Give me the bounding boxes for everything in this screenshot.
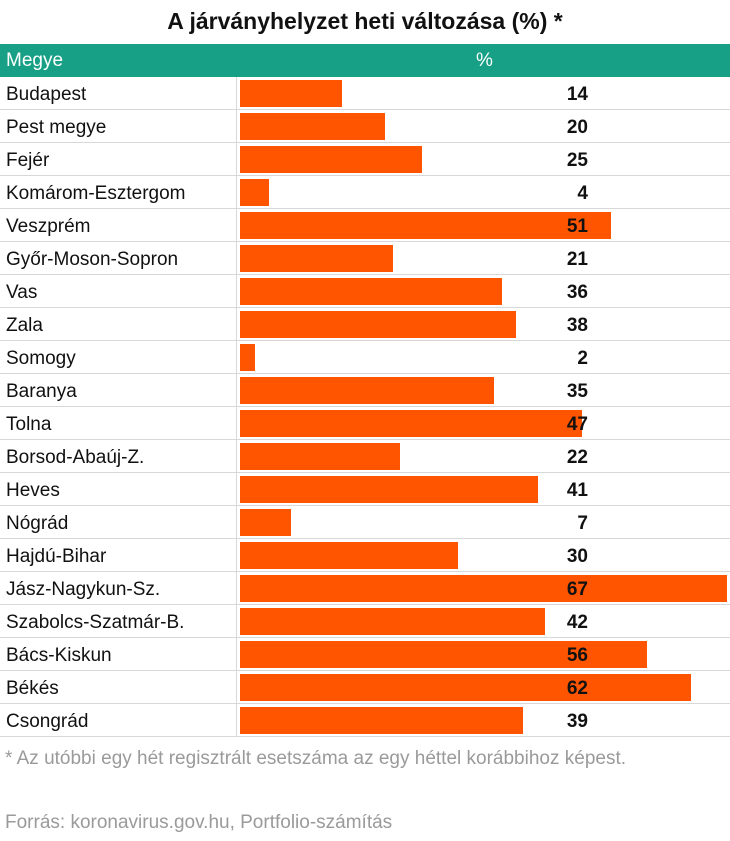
table-row: Bács-Kiskun 56	[0, 638, 730, 671]
table-row: Fejér 25	[0, 143, 730, 176]
county-label: Szabolcs-Szatmár-B.	[6, 605, 237, 637]
bar	[240, 509, 291, 536]
county-label: Csongrád	[6, 704, 237, 736]
value-label: 56	[566, 645, 588, 666]
bar	[240, 608, 545, 635]
county-label: Bács-Kiskun	[6, 638, 237, 670]
value-label: 39	[566, 711, 588, 732]
header-percent-label: %	[476, 50, 493, 71]
county-label: Békés	[6, 671, 237, 703]
value-label: 22	[566, 447, 588, 468]
county-label: Hajdú-Bihar	[6, 539, 237, 571]
table-row: Baranya 35	[0, 374, 730, 407]
value-label: 14	[566, 84, 588, 105]
bar	[240, 542, 458, 569]
source-note: Forrás: koronavirus.gov.hu, Portfolio-sz…	[5, 812, 393, 833]
table-header: Megye %	[0, 44, 730, 77]
table-row: Pest megye 20	[0, 110, 730, 143]
value-label: 42	[566, 612, 588, 633]
bar	[240, 278, 502, 305]
county-label: Heves	[6, 473, 237, 505]
bar	[240, 245, 393, 272]
value-label: 62	[566, 678, 588, 699]
table-row: Vas 36	[0, 275, 730, 308]
value-label: 47	[566, 414, 588, 435]
bar	[240, 410, 582, 437]
table-row: Zala 38	[0, 308, 730, 341]
table-row: Békés 62	[0, 671, 730, 704]
chart-title: A járványhelyzet heti változása (%) *	[167, 8, 563, 34]
value-label: 21	[566, 249, 588, 270]
bar	[240, 179, 269, 206]
county-label: Budapest	[6, 77, 237, 109]
bar	[240, 80, 342, 107]
table-row: Győr-Moson-Sopron 21	[0, 242, 730, 275]
table-row: Komárom-Esztergom 4	[0, 176, 730, 209]
footnote: * Az utóbbi egy hét regisztrált esetszám…	[5, 748, 627, 769]
table-row: Veszprém 51	[0, 209, 730, 242]
value-label: 51	[566, 216, 588, 237]
bar	[240, 443, 400, 470]
bar	[240, 674, 691, 701]
value-label: 2	[577, 348, 588, 369]
value-label: 35	[566, 381, 588, 402]
county-label: Borsod-Abaúj-Z.	[6, 440, 237, 472]
value-label: 4	[577, 183, 588, 204]
table-row: Somogy 2	[0, 341, 730, 374]
value-label: 36	[566, 282, 588, 303]
county-label: Somogy	[6, 341, 237, 373]
value-label: 41	[566, 480, 588, 501]
value-label: 7	[577, 513, 588, 534]
county-label: Komárom-Esztergom	[6, 176, 237, 208]
bar	[240, 146, 422, 173]
table-row: Jász-Nagykun-Sz. 67	[0, 572, 730, 605]
county-label: Pest megye	[6, 110, 237, 142]
bar	[240, 377, 494, 404]
table-row: Hajdú-Bihar 30	[0, 539, 730, 572]
table-row: Tolna 47	[0, 407, 730, 440]
table-row: Budapest 14	[0, 77, 730, 110]
county-label: Fejér	[6, 143, 237, 175]
value-label: 25	[566, 150, 588, 171]
value-label: 20	[566, 117, 588, 138]
county-label: Győr-Moson-Sopron	[6, 242, 237, 274]
value-label: 67	[566, 579, 588, 600]
bar	[240, 212, 611, 239]
table-row: Borsod-Abaúj-Z. 22	[0, 440, 730, 473]
table-row: Nógrád 7	[0, 506, 730, 539]
bar	[240, 575, 727, 602]
bar-chart-rows: Budapest 14 Pest megye 20 Fejér 25 Komárom-Esz…	[0, 77, 730, 737]
bar	[240, 476, 538, 503]
table-row: Heves 41	[0, 473, 730, 506]
county-label: Tolna	[6, 407, 237, 439]
bar	[240, 707, 523, 734]
county-label: Veszprém	[6, 209, 237, 241]
county-label: Nógrád	[6, 506, 237, 538]
value-label: 38	[566, 315, 588, 336]
bar	[240, 113, 385, 140]
bar	[240, 344, 255, 371]
county-label: Vas	[6, 275, 237, 307]
value-label: 30	[566, 546, 588, 567]
table-row: Csongrád 39	[0, 704, 730, 737]
bar	[240, 311, 516, 338]
county-label: Jász-Nagykun-Sz.	[6, 572, 237, 604]
bar	[240, 641, 647, 668]
county-label: Zala	[6, 308, 237, 340]
table-row: Szabolcs-Szatmár-B. 42	[0, 605, 730, 638]
county-label: Baranya	[6, 374, 237, 406]
header-county-label: Megye	[6, 50, 64, 71]
